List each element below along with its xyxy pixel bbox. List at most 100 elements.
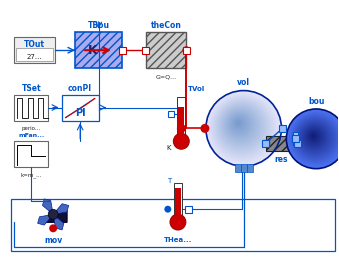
Text: TVol: TVol	[188, 86, 205, 92]
Bar	[235, 164, 241, 172]
Circle shape	[292, 114, 339, 162]
Text: conPI: conPI	[68, 84, 92, 93]
Circle shape	[312, 134, 315, 138]
Bar	[265, 136, 298, 151]
Bar	[279, 125, 286, 132]
Circle shape	[223, 107, 259, 144]
Polygon shape	[53, 214, 64, 230]
Circle shape	[173, 133, 189, 149]
Bar	[168, 111, 174, 117]
Circle shape	[170, 214, 186, 230]
Text: mov: mov	[44, 236, 62, 245]
Bar	[294, 140, 301, 147]
Circle shape	[217, 102, 266, 151]
Bar	[263, 140, 268, 146]
Circle shape	[48, 209, 58, 219]
Bar	[183, 47, 190, 54]
Circle shape	[207, 92, 280, 165]
Bar	[62, 95, 99, 121]
Circle shape	[289, 112, 339, 165]
Bar	[185, 206, 192, 213]
Text: K: K	[88, 45, 98, 57]
Circle shape	[291, 113, 339, 164]
Circle shape	[309, 132, 318, 141]
Circle shape	[293, 116, 338, 160]
Bar	[119, 47, 126, 54]
Circle shape	[302, 125, 326, 149]
Circle shape	[219, 103, 264, 149]
Circle shape	[212, 97, 273, 157]
Text: res: res	[275, 155, 288, 164]
Circle shape	[220, 105, 262, 147]
Bar	[75, 32, 122, 68]
Bar	[11, 199, 335, 251]
Circle shape	[305, 128, 323, 146]
Circle shape	[288, 110, 339, 167]
Circle shape	[298, 121, 331, 154]
Circle shape	[228, 112, 252, 137]
Circle shape	[224, 108, 257, 142]
Bar	[174, 183, 182, 218]
Text: TOut: TOut	[24, 40, 45, 49]
Circle shape	[215, 100, 269, 154]
Bar	[241, 164, 247, 172]
Bar	[293, 135, 299, 142]
Bar	[263, 140, 268, 146]
Text: PI: PI	[75, 108, 85, 118]
Bar	[146, 32, 186, 68]
Bar	[262, 140, 269, 147]
Circle shape	[164, 206, 171, 213]
Bar	[16, 48, 53, 61]
Bar	[247, 164, 253, 172]
Polygon shape	[38, 214, 53, 225]
Circle shape	[233, 118, 245, 130]
Circle shape	[286, 109, 339, 169]
Bar	[294, 140, 298, 145]
Bar	[294, 136, 298, 141]
Text: bou: bou	[308, 96, 324, 106]
Bar	[142, 47, 149, 54]
Circle shape	[208, 93, 278, 163]
Text: TBou: TBou	[88, 21, 110, 30]
Polygon shape	[42, 199, 53, 214]
Polygon shape	[53, 204, 69, 214]
Circle shape	[306, 129, 321, 144]
Bar	[177, 97, 185, 137]
Circle shape	[237, 122, 240, 124]
Bar	[295, 140, 301, 146]
Text: T: T	[167, 178, 171, 183]
Text: perio...: perio...	[22, 126, 41, 131]
Text: TSet: TSet	[21, 84, 41, 93]
Circle shape	[311, 133, 317, 139]
Text: theCon: theCon	[151, 21, 182, 30]
Bar	[14, 37, 55, 63]
Circle shape	[301, 124, 328, 151]
Circle shape	[214, 98, 271, 156]
Circle shape	[210, 94, 276, 161]
Circle shape	[234, 119, 243, 128]
Circle shape	[297, 120, 333, 156]
Text: mFan...: mFan...	[18, 133, 44, 138]
Circle shape	[304, 127, 325, 147]
Text: vol: vol	[237, 78, 250, 87]
Bar	[295, 140, 301, 146]
Circle shape	[300, 122, 330, 152]
Circle shape	[216, 101, 267, 152]
Bar	[294, 132, 298, 137]
Circle shape	[211, 96, 275, 159]
Text: k=m_...: k=m_...	[21, 173, 42, 178]
Circle shape	[230, 115, 248, 133]
Circle shape	[308, 130, 320, 143]
Circle shape	[226, 111, 254, 138]
Polygon shape	[39, 210, 67, 222]
Text: 27...: 27...	[27, 54, 42, 60]
Circle shape	[232, 116, 247, 132]
Circle shape	[200, 124, 210, 133]
Bar	[14, 95, 48, 121]
Bar	[14, 141, 48, 167]
Circle shape	[296, 118, 335, 157]
Circle shape	[294, 117, 336, 159]
Bar	[175, 188, 181, 216]
Text: G=Q...: G=Q...	[156, 75, 177, 80]
Circle shape	[49, 224, 57, 232]
